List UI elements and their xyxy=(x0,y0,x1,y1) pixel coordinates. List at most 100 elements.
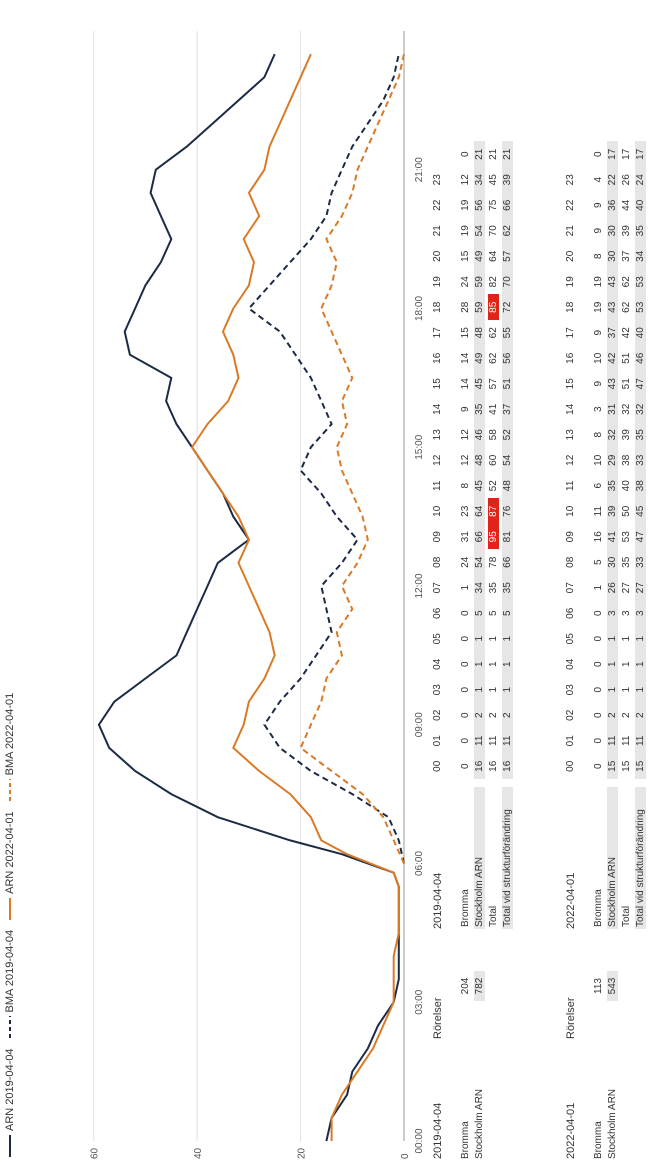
hour-header: 13 xyxy=(565,429,576,441)
hourly-cell: 43 xyxy=(607,294,618,320)
hourly-cell: 1 xyxy=(474,626,485,652)
hourly-cell: 5 xyxy=(502,600,513,626)
hourly-cell: 1 xyxy=(474,651,485,677)
x-tick-label: 06:00 xyxy=(414,851,425,876)
hourly-cell: 76 xyxy=(502,498,513,524)
hourly-cell: 40 xyxy=(635,320,646,346)
hourly-cell: 60 xyxy=(488,454,499,466)
hourly-row-label: Total xyxy=(488,905,499,927)
hour-header: 07 xyxy=(432,582,443,594)
series-line xyxy=(247,53,405,864)
hourly-cell: 1 xyxy=(488,661,499,668)
hourly-cell: 55 xyxy=(502,320,513,346)
hourly-cell: 0 xyxy=(460,151,471,158)
hourly-cell: 1 xyxy=(635,626,646,652)
hourly-cell: 52 xyxy=(488,480,499,492)
hourly-cell: 39 xyxy=(621,429,632,441)
hourly-cell: 28 xyxy=(460,301,471,313)
hourly-cell: 0 xyxy=(593,686,604,693)
hourly-cell: 16 xyxy=(474,753,485,779)
summary-row-label: Bromma xyxy=(593,1121,604,1159)
x-tick-label: 09:00 xyxy=(414,712,425,737)
hourly-cell: 32 xyxy=(621,403,632,415)
hourly-cell: 9 xyxy=(593,227,604,234)
hourly-cell: 43 xyxy=(607,269,618,295)
hourly-cell: 56 xyxy=(502,345,513,371)
hourly-row-label: Total vid strukturförändring xyxy=(635,787,646,929)
hourly-cell: 47 xyxy=(635,524,646,550)
summary-date: 2022-04-01 xyxy=(565,1102,577,1159)
hourly-cell: 1 xyxy=(502,677,513,703)
hourly-cell: 0 xyxy=(460,610,471,617)
hour-header: 00 xyxy=(432,760,443,772)
hour-header: 15 xyxy=(432,378,443,390)
y-tick-label: 60 xyxy=(90,1147,101,1159)
hourly-cell: 15 xyxy=(621,760,632,772)
hourly-cell: 5 xyxy=(474,600,485,626)
hourly-cell: 8 xyxy=(460,482,471,489)
summary-row-label: Stockholm ARN xyxy=(474,1088,485,1159)
hour-header: 06 xyxy=(565,607,576,619)
hour-header: 08 xyxy=(565,556,576,568)
hourly-cell: 19 xyxy=(593,276,604,288)
hourly-cell: 1 xyxy=(621,635,632,642)
hourly-cell: 26 xyxy=(607,575,618,601)
summary-row-value: 543 xyxy=(607,971,618,1001)
hourly-cell: 37 xyxy=(607,320,618,346)
hour-header: 21 xyxy=(432,225,443,237)
hourly-cell: 1 xyxy=(593,584,604,591)
hour-header: 00 xyxy=(565,760,576,772)
hourly-cell: 3 xyxy=(607,600,618,626)
hourly-cell: 5 xyxy=(488,610,499,617)
hourly-cell: 14 xyxy=(460,378,471,390)
hourly-cell: 54 xyxy=(474,218,485,244)
hourly-cell: 41 xyxy=(607,524,618,550)
hourly-cell: 72 xyxy=(502,294,513,320)
hourly-cell: 43 xyxy=(607,371,618,397)
hourly-cell: 82 xyxy=(488,276,499,288)
hourly-cell: 59 xyxy=(474,294,485,320)
hourly-cell: 45 xyxy=(488,174,499,186)
hourly-cell: 8 xyxy=(593,431,604,438)
hourly-row-label: Total vid strukturförändring xyxy=(502,787,513,929)
hour-header: 14 xyxy=(565,403,576,415)
hourly-cell: 15 xyxy=(635,753,646,779)
hourly-cell: 30 xyxy=(607,243,618,269)
summary-header: Rörelser xyxy=(432,997,444,1039)
hour-header: 21 xyxy=(565,225,576,237)
hour-header: 23 xyxy=(432,174,443,186)
summary-row-value: 204 xyxy=(460,977,471,995)
hourly-cell: 9 xyxy=(460,406,471,413)
hour-header: 12 xyxy=(432,454,443,466)
hourly-cell: 19 xyxy=(460,199,471,211)
hourly-cell: 9 xyxy=(593,202,604,209)
hourly-cell: 12 xyxy=(460,454,471,466)
summary-row-value: 782 xyxy=(474,971,485,1001)
hourly-cell: 51 xyxy=(621,378,632,390)
hourly-cell: 1 xyxy=(621,686,632,693)
hourly-cell: 45 xyxy=(474,371,485,397)
hourly-cell: 31 xyxy=(607,396,618,422)
hourly-row-label: Total xyxy=(621,905,632,927)
hourly-cell: 66 xyxy=(474,524,485,550)
hourly-cell: 19 xyxy=(593,301,604,313)
hourly-cell: 48 xyxy=(502,473,513,499)
hourly-cell: 1 xyxy=(502,651,513,677)
hourly-cell: 39 xyxy=(607,498,618,524)
hour-header: 01 xyxy=(565,735,576,747)
hourly-cell: 57 xyxy=(502,243,513,269)
hourly-cell: 0 xyxy=(593,151,604,158)
hourly-cell: 1 xyxy=(607,677,618,703)
hourly-row-label: Bromma xyxy=(460,889,471,927)
hourly-cell: 2 xyxy=(635,702,646,728)
hourly-cell: 10 xyxy=(593,454,604,466)
hourly-cell: 44 xyxy=(621,199,632,211)
hourly-cell: 2 xyxy=(607,702,618,728)
hourly-cell: 24 xyxy=(460,556,471,568)
y-tick-label: 0 xyxy=(400,1153,411,1159)
hourly-cell: 85 xyxy=(488,294,499,320)
hourly-row-label: Stockholm ARN xyxy=(474,787,485,929)
hourly-cell: 66 xyxy=(502,549,513,575)
hourly-cell: 16 xyxy=(488,760,499,772)
